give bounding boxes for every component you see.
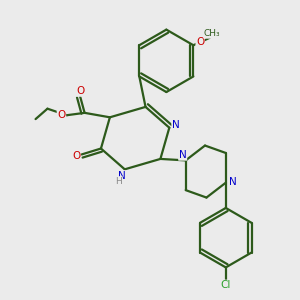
Text: O: O bbox=[72, 151, 80, 160]
Text: O: O bbox=[196, 37, 204, 47]
Text: O: O bbox=[57, 110, 66, 120]
Text: N: N bbox=[118, 171, 126, 181]
Text: N: N bbox=[172, 120, 180, 130]
Text: Cl: Cl bbox=[220, 280, 231, 290]
Text: N: N bbox=[179, 150, 187, 160]
Text: H: H bbox=[116, 177, 122, 186]
Text: CH₃: CH₃ bbox=[204, 29, 220, 38]
Text: O: O bbox=[76, 86, 84, 96]
Text: N: N bbox=[229, 177, 237, 187]
